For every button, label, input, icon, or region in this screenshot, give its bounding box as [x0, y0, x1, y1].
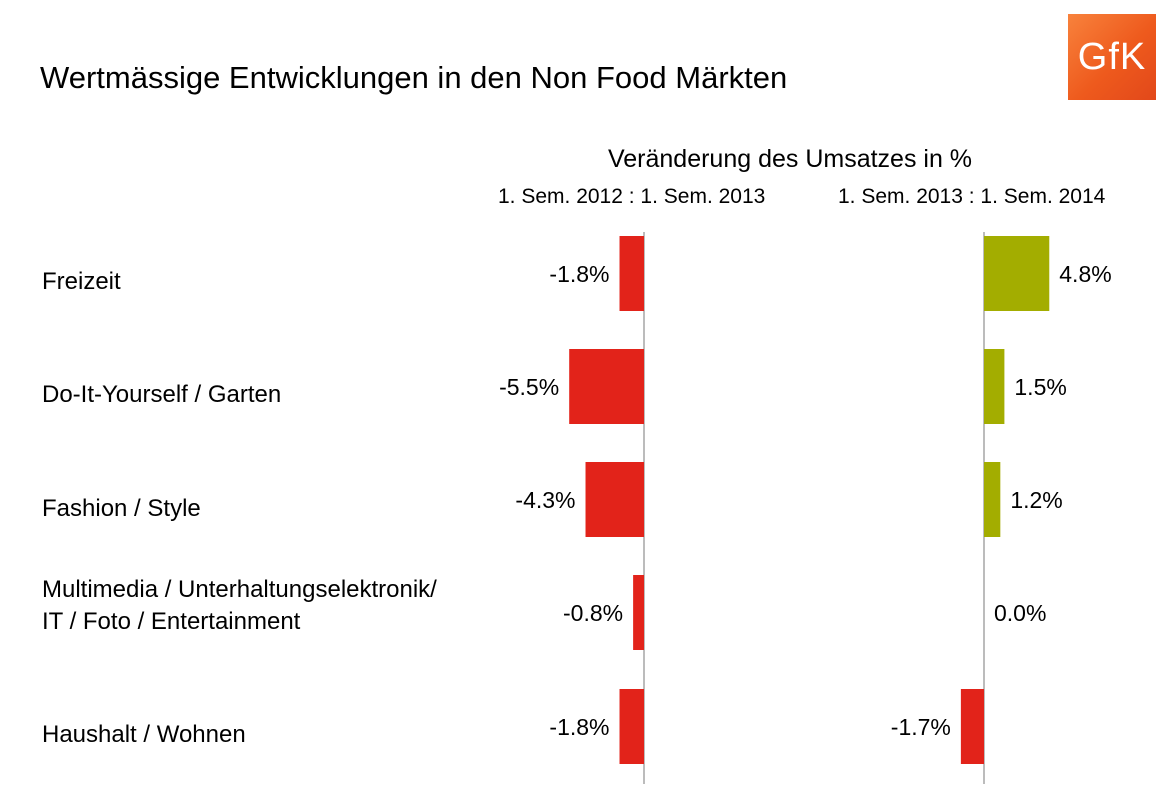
- data-label: 1.2%: [1010, 487, 1062, 513]
- gfk-logo: GfK: [1068, 14, 1156, 100]
- bar: [585, 462, 644, 537]
- data-label: 1.5%: [1014, 374, 1066, 400]
- gfk-logo-text: GfK: [1077, 35, 1147, 78]
- bar: [633, 575, 644, 650]
- category-label: Haushalt / Wohnen: [42, 721, 246, 748]
- category-label: Fashion / Style: [42, 495, 201, 522]
- series-header-1: 1. Sem. 2012 : 1. Sem. 2013: [498, 185, 766, 208]
- chart-subtitle: Veränderung des Umsatzes in %: [607, 145, 973, 173]
- data-label: -1.8%: [549, 714, 609, 740]
- bar: [619, 236, 644, 311]
- bar: [960, 689, 984, 764]
- bar: [984, 462, 1001, 537]
- data-label: -1.7%: [891, 714, 951, 740]
- category-label: Multimedia / Unterhaltungselektronik/IT …: [42, 576, 437, 635]
- category-label: Freizeit: [42, 268, 121, 295]
- bar: [569, 349, 644, 424]
- chart-title: Wertmässige Entwicklungen in den Non Foo…: [40, 60, 788, 95]
- data-label: -4.3%: [515, 487, 575, 513]
- bar: [984, 236, 1050, 311]
- data-label: 0.0%: [994, 600, 1046, 626]
- bar: [984, 349, 1005, 424]
- series-header-2: 1. Sem. 2013 : 1. Sem. 2014: [838, 185, 1106, 208]
- data-label: -5.5%: [499, 374, 559, 400]
- data-label: 4.8%: [1059, 261, 1111, 287]
- data-label: -1.8%: [549, 261, 609, 287]
- category-label: Do-It-Yourself / Garten: [42, 381, 282, 408]
- data-label: -0.8%: [563, 600, 623, 626]
- bar: [619, 689, 644, 764]
